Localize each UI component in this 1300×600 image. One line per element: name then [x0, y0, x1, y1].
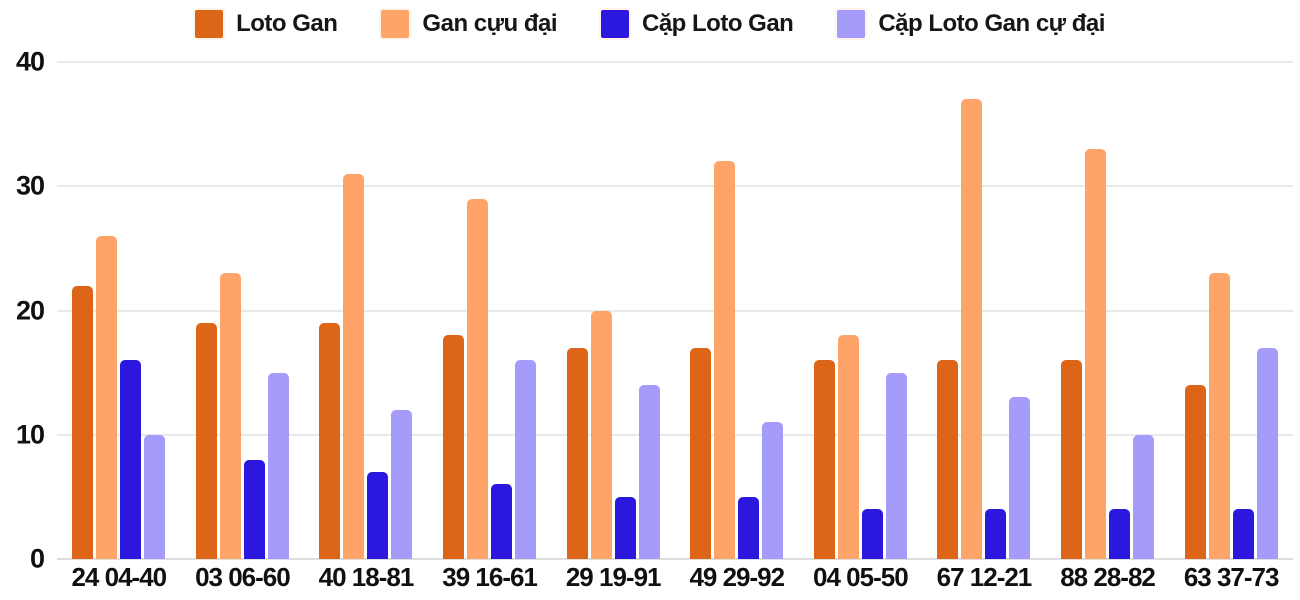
x-axis-category-label: 39 16-61: [442, 562, 538, 592]
legend-label: Cặp Loto Gan: [642, 10, 794, 37]
bar-series-3-cat-6[interactable]: [885, 372, 907, 559]
bar-series-3-cat-8[interactable]: [1133, 434, 1155, 559]
chart-legend: Loto Gan Gan cựu đại Cặp Loto Gan Cặp Loto …: [0, 6, 1300, 42]
bar-series-1-cat-0[interactable]: [96, 235, 118, 559]
bar-group: [304, 62, 428, 559]
bar-series-2-cat-1[interactable]: [243, 459, 265, 559]
bar-series-1-cat-7[interactable]: [961, 99, 983, 559]
legend-item-series-1[interactable]: Gan cựu đại: [381, 10, 557, 38]
bar-series-0-cat-2[interactable]: [319, 322, 341, 559]
bar-series-3-cat-4[interactable]: [638, 385, 660, 559]
bar-series-0-cat-9[interactable]: [1184, 385, 1206, 559]
bar-series-2-cat-9[interactable]: [1232, 509, 1254, 559]
bar-series-3-cat-9[interactable]: [1256, 347, 1278, 559]
bar-group: [1046, 62, 1170, 559]
y-tick-label: 30: [15, 170, 45, 201]
bar-series-3-cat-1[interactable]: [267, 372, 289, 559]
legend-item-series-2[interactable]: Cặp Loto Gan: [601, 10, 794, 38]
bar-series-0-cat-6[interactable]: [813, 360, 835, 559]
bar-group: [1169, 62, 1293, 559]
bar-group: [181, 62, 305, 559]
plot-area: [57, 61, 1293, 560]
bar-series-3-cat-5[interactable]: [762, 422, 784, 559]
bar-series-1-cat-5[interactable]: [714, 161, 736, 559]
bar-series-2-cat-8[interactable]: [1109, 509, 1131, 559]
bar-series-1-cat-2[interactable]: [343, 173, 365, 559]
bar-series-1-cat-4[interactable]: [590, 310, 612, 559]
legend-swatch-icon: [381, 10, 410, 38]
gridline: [57, 309, 1293, 312]
bar-series-1-cat-9[interactable]: [1208, 273, 1230, 559]
y-tick-label: 40: [15, 46, 45, 77]
bar-series-1-cat-6[interactable]: [837, 335, 859, 559]
x-axis-labels: 24 04-40 03 06-60 40 18-81 39 16-61 29 19-91…: [57, 562, 1293, 593]
x-axis-category-label: 04 05-50: [813, 562, 909, 592]
bar-series-0-cat-1[interactable]: [195, 322, 217, 559]
x-axis-category-label: 49 29-92: [689, 562, 785, 592]
y-tick-label: 20: [15, 295, 45, 325]
bar-groups: [57, 62, 1293, 559]
bar-group: [551, 62, 675, 559]
bar-series-0-cat-3[interactable]: [443, 335, 465, 559]
bar-series-1-cat-3[interactable]: [467, 198, 489, 559]
x-axis-category-label: 63 37-73: [1183, 562, 1280, 592]
legend-item-series-3[interactable]: Cặp Loto Gan cự đại: [837, 10, 1105, 38]
bar-series-0-cat-4[interactable]: [566, 347, 588, 559]
gridline: [57, 433, 1293, 436]
bar-series-2-cat-3[interactable]: [491, 484, 513, 559]
legend-label: Gan cựu đại: [422, 10, 557, 37]
bar-series-1-cat-1[interactable]: [219, 273, 241, 559]
bar-series-3-cat-2[interactable]: [391, 409, 413, 559]
bar-series-3-cat-0[interactable]: [144, 434, 166, 559]
bar-group: [57, 62, 181, 559]
gridline: [57, 558, 1293, 560]
bar-group: [675, 62, 799, 559]
bar-group: [799, 62, 923, 559]
legend-swatch-icon: [837, 10, 866, 38]
y-tick-label: 10: [15, 419, 45, 450]
bar-series-0-cat-0[interactable]: [72, 285, 94, 559]
legend-swatch-icon: [195, 10, 224, 38]
x-axis-category-label: 40 18-81: [318, 562, 415, 592]
x-axis-category-label: 29 19-91: [565, 562, 662, 592]
x-axis-category-label: 24 04-40: [71, 562, 167, 592]
y-tick-label: 0: [29, 543, 45, 574]
bar-series-0-cat-8[interactable]: [1061, 360, 1083, 559]
bar-group: [922, 62, 1046, 559]
legend-swatch-icon: [601, 10, 629, 38]
bar-series-3-cat-7[interactable]: [1009, 397, 1031, 559]
x-axis-category-label: 88 28-82: [1060, 562, 1156, 592]
bar-series-2-cat-7[interactable]: [985, 509, 1007, 559]
legend-item-series-0[interactable]: Loto Gan: [195, 10, 338, 38]
bar-series-0-cat-5[interactable]: [690, 347, 712, 559]
bar-series-2-cat-4[interactable]: [614, 496, 636, 559]
x-axis-category-label: 67 12-21: [936, 562, 1033, 592]
y-axis: 0 10 20 30 40: [0, 47, 46, 574]
x-axis-category-label: 03 06-60: [195, 562, 291, 592]
bar-series-1-cat-8[interactable]: [1085, 148, 1107, 559]
bar-series-2-cat-6[interactable]: [861, 509, 883, 559]
legend-label: Cặp Loto Gan cự đại: [878, 10, 1105, 37]
bar-series-0-cat-7[interactable]: [937, 360, 959, 559]
gridline: [57, 185, 1293, 188]
bar-series-2-cat-0[interactable]: [120, 360, 142, 559]
bar-series-2-cat-2[interactable]: [367, 472, 389, 559]
legend-label: Loto Gan: [236, 10, 338, 37]
gridline: [57, 61, 1293, 63]
bar-series-3-cat-3[interactable]: [515, 360, 537, 559]
bar-group: [428, 62, 552, 559]
bar-series-2-cat-5[interactable]: [738, 496, 760, 559]
